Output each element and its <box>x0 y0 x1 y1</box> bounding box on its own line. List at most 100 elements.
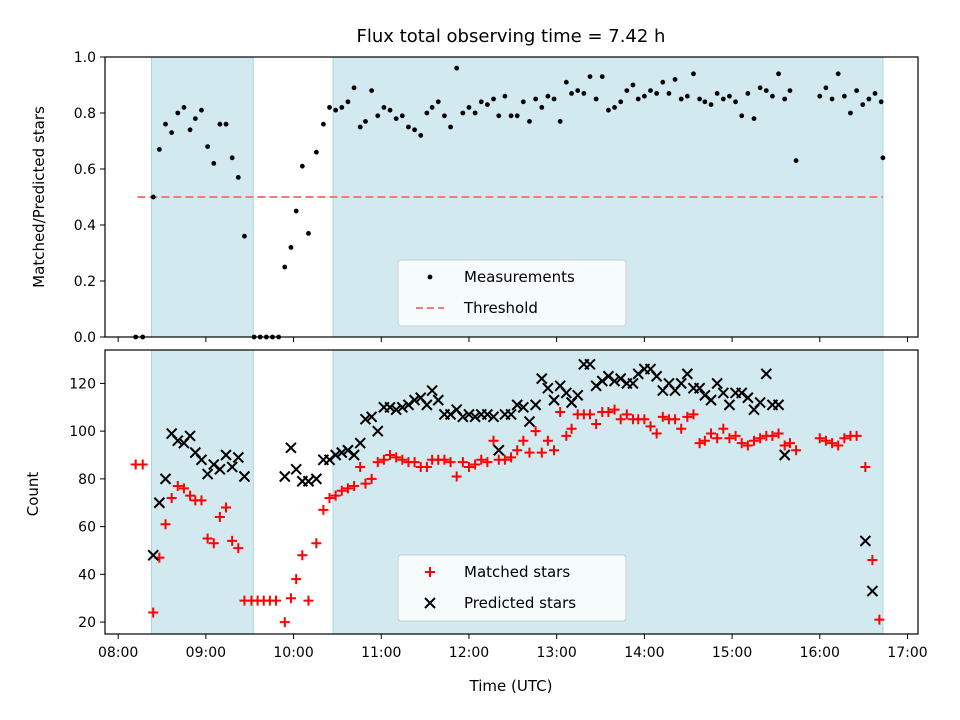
matched-stars-point <box>360 478 371 489</box>
measurements-point <box>369 88 375 93</box>
matched-stars-point <box>172 481 183 492</box>
matched-stars-point <box>303 595 314 606</box>
matched-stars-point <box>874 614 885 625</box>
matched-stars-point <box>397 454 408 465</box>
measurements-point <box>817 93 823 99</box>
measurements-point <box>466 105 472 110</box>
measurements-point <box>697 96 703 102</box>
x-axis-label: Time (UTC) <box>469 677 553 695</box>
measurements-point <box>491 96 496 102</box>
measurements-point <box>823 85 829 91</box>
count-y-tick-label: 100 <box>69 424 96 440</box>
predicted-stars-point <box>226 461 238 473</box>
matched-stars-point <box>833 440 844 451</box>
predicted-stars-point <box>159 473 172 485</box>
predicted-stars-point <box>384 401 396 413</box>
legend-label: Matched stars <box>464 563 570 581</box>
matched-stars-point <box>530 426 541 437</box>
measurements-point <box>787 88 793 93</box>
measurements-point <box>727 93 732 99</box>
measurements-point <box>635 96 641 102</box>
matched-stars-point <box>645 421 656 432</box>
matched-stars-point <box>463 461 474 472</box>
measurements-point <box>878 99 884 105</box>
measurements-point <box>539 105 545 110</box>
predicted-stars-point <box>754 396 766 409</box>
predicted-stars-point <box>536 372 548 385</box>
measurements-point <box>299 163 305 169</box>
measurements-point <box>733 99 738 105</box>
predicted-stars-point <box>584 358 596 371</box>
matched-stars-point <box>839 433 850 444</box>
measurements-point <box>223 121 229 127</box>
matched-stars-point <box>657 411 668 422</box>
predicted-stars-point <box>693 382 706 394</box>
matched-stars-point <box>366 473 377 484</box>
matched-stars-point <box>621 409 632 420</box>
predicted-stars-point <box>279 470 291 483</box>
x-tick-label: 09:00 <box>186 645 226 661</box>
measurements-point <box>484 102 490 107</box>
ratio-y-tick-label: 0.4 <box>74 218 96 234</box>
matched-stars-point <box>488 435 499 446</box>
predicted-stars-point <box>772 399 785 411</box>
matched-stars-point <box>148 607 159 618</box>
ratio-legend-box <box>397 259 627 327</box>
measurements-point <box>714 91 720 96</box>
predicted-stars-point <box>220 449 232 461</box>
measurements-point <box>375 113 381 119</box>
predicted-stars-point <box>463 408 475 421</box>
measurements-point <box>751 116 757 121</box>
predicted-stars-point <box>705 394 717 406</box>
matched-stars-point <box>476 454 487 465</box>
measurements-point <box>412 127 417 133</box>
predicted-stars-point <box>285 442 297 454</box>
measurements-point <box>333 107 339 113</box>
measurements-point <box>357 124 363 130</box>
matched-stars-point <box>755 433 766 444</box>
measurements-point <box>496 113 502 119</box>
matched-stars-point <box>676 423 687 434</box>
x-tick-label: 11:00 <box>361 645 401 661</box>
matched-stars-point <box>688 409 699 420</box>
matched-stars-point <box>699 435 710 446</box>
legend-label: Measurements <box>464 268 575 286</box>
measurements-point <box>684 93 690 99</box>
measurements-point <box>508 113 514 119</box>
measurements-point <box>860 102 866 107</box>
legend-marker <box>424 597 436 609</box>
matched-stars-point <box>718 423 729 434</box>
measurements-point <box>435 99 441 105</box>
predicted-stars-point <box>723 399 736 411</box>
legend-label: Threshold <box>463 299 538 317</box>
matched-stars-point <box>584 409 595 420</box>
measurements-point <box>691 71 696 77</box>
matched-stars-point <box>166 492 177 503</box>
measurements-point <box>429 105 435 110</box>
measurements-point <box>199 107 204 113</box>
predicted-stars-point <box>548 394 560 406</box>
matched-stars-point <box>549 445 560 456</box>
measurements-point <box>587 74 593 79</box>
predicted-stars-point <box>147 549 159 561</box>
matched-stars-point <box>409 457 420 468</box>
measurements-point <box>442 113 447 119</box>
predicted-stars-point <box>681 368 694 380</box>
measurements-point <box>745 91 751 96</box>
matched-stars-point <box>860 461 871 472</box>
matched-stars-point <box>185 490 196 501</box>
matched-stars-point <box>791 445 802 456</box>
predicted-stars-point <box>511 399 523 411</box>
ratio-axes-frame <box>104 56 919 338</box>
legend-marker <box>425 567 435 577</box>
predicted-stars-point <box>711 377 723 390</box>
predicted-stars-point <box>560 387 573 399</box>
measurements-point <box>187 127 193 133</box>
predicted-stars-point <box>481 408 494 421</box>
measurements-point <box>306 231 311 236</box>
matched-stars-point <box>767 430 778 441</box>
predicted-stars-point <box>336 446 348 459</box>
measurements-point <box>406 124 411 130</box>
predicted-stars-point <box>572 389 584 402</box>
measurements-point <box>757 85 763 91</box>
